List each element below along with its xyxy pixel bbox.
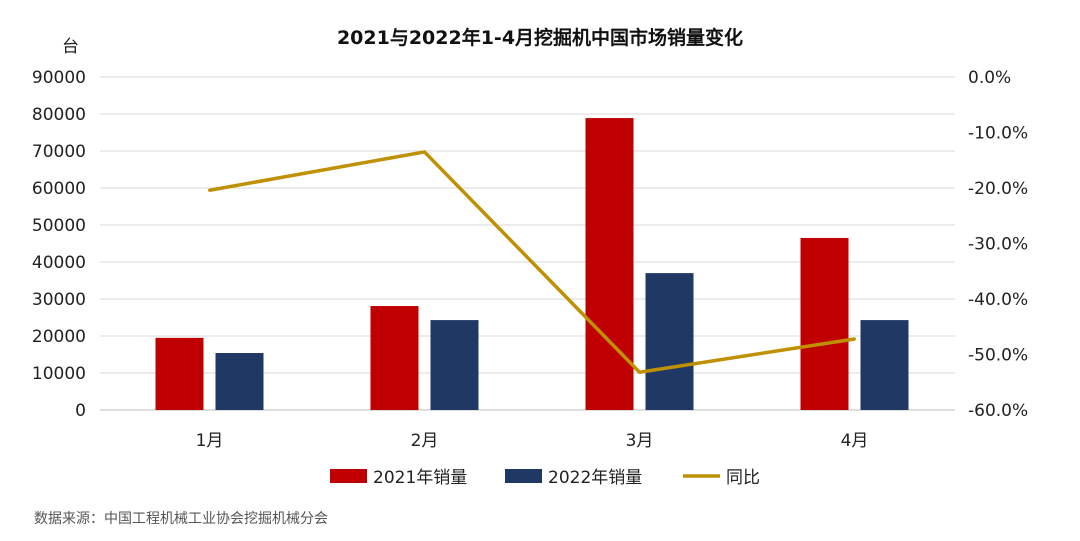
line-point <box>423 150 426 154</box>
legend-swatch <box>330 469 367 483</box>
bar-2022年销量-1月 <box>215 353 264 410</box>
legend-swatch <box>505 469 542 483</box>
y-tick-label: 90000 <box>32 68 86 88</box>
y-tick-label: 60000 <box>32 179 86 199</box>
y-axis-unit: 台 <box>62 37 79 57</box>
bar-2021年销量-1月 <box>155 337 204 410</box>
y-tick-label: 10000 <box>32 364 86 384</box>
line-point <box>638 370 641 374</box>
chart-title: 2021与2022年1-4月挖掘机中国市场销量变化 <box>337 26 743 49</box>
y-tick-label: 50000 <box>32 216 86 236</box>
y-tick-label: 40000 <box>32 253 86 273</box>
line-series-yoy <box>209 150 855 375</box>
bar-2021年销量-2月 <box>370 306 419 410</box>
x-tick-label: 1月 <box>196 431 224 451</box>
bar-2022年销量-2月 <box>430 320 479 410</box>
bar-2021年销量-3月 <box>585 118 634 410</box>
y2-tick-label: -60.0% <box>968 401 1028 421</box>
y-tick-label: 20000 <box>32 327 86 347</box>
legend-label: 同比 <box>726 468 760 488</box>
y2-tick-label: -50.0% <box>968 346 1028 366</box>
y2-tick-label: 0.0% <box>968 68 1011 88</box>
y2-tick-label: -30.0% <box>968 235 1028 255</box>
bar-2021年销量-4月 <box>800 237 849 410</box>
line-point <box>853 337 856 341</box>
line-point <box>208 188 211 192</box>
y-tick-label: 30000 <box>32 290 86 310</box>
legend-label: 2021年销量 <box>373 468 467 488</box>
y-tick-label: 0 <box>75 401 86 421</box>
data-source: 数据来源：中国工程机械工业协会挖掘机械分会 <box>34 511 328 527</box>
bar-2022年销量-4月 <box>860 320 909 410</box>
bar-2022年销量-3月 <box>645 273 694 410</box>
x-tick-label: 3月 <box>626 431 654 451</box>
y-tick-label: 80000 <box>32 105 86 125</box>
x-tick-label: 4月 <box>841 431 869 451</box>
legend-label: 2022年销量 <box>548 468 642 488</box>
x-tick-label: 2月 <box>411 431 439 451</box>
y2-tick-label: -40.0% <box>968 290 1028 310</box>
y2-tick-label: -20.0% <box>968 179 1028 199</box>
y2-tick-label: -10.0% <box>968 124 1028 144</box>
y-tick-label: 70000 <box>32 142 86 162</box>
